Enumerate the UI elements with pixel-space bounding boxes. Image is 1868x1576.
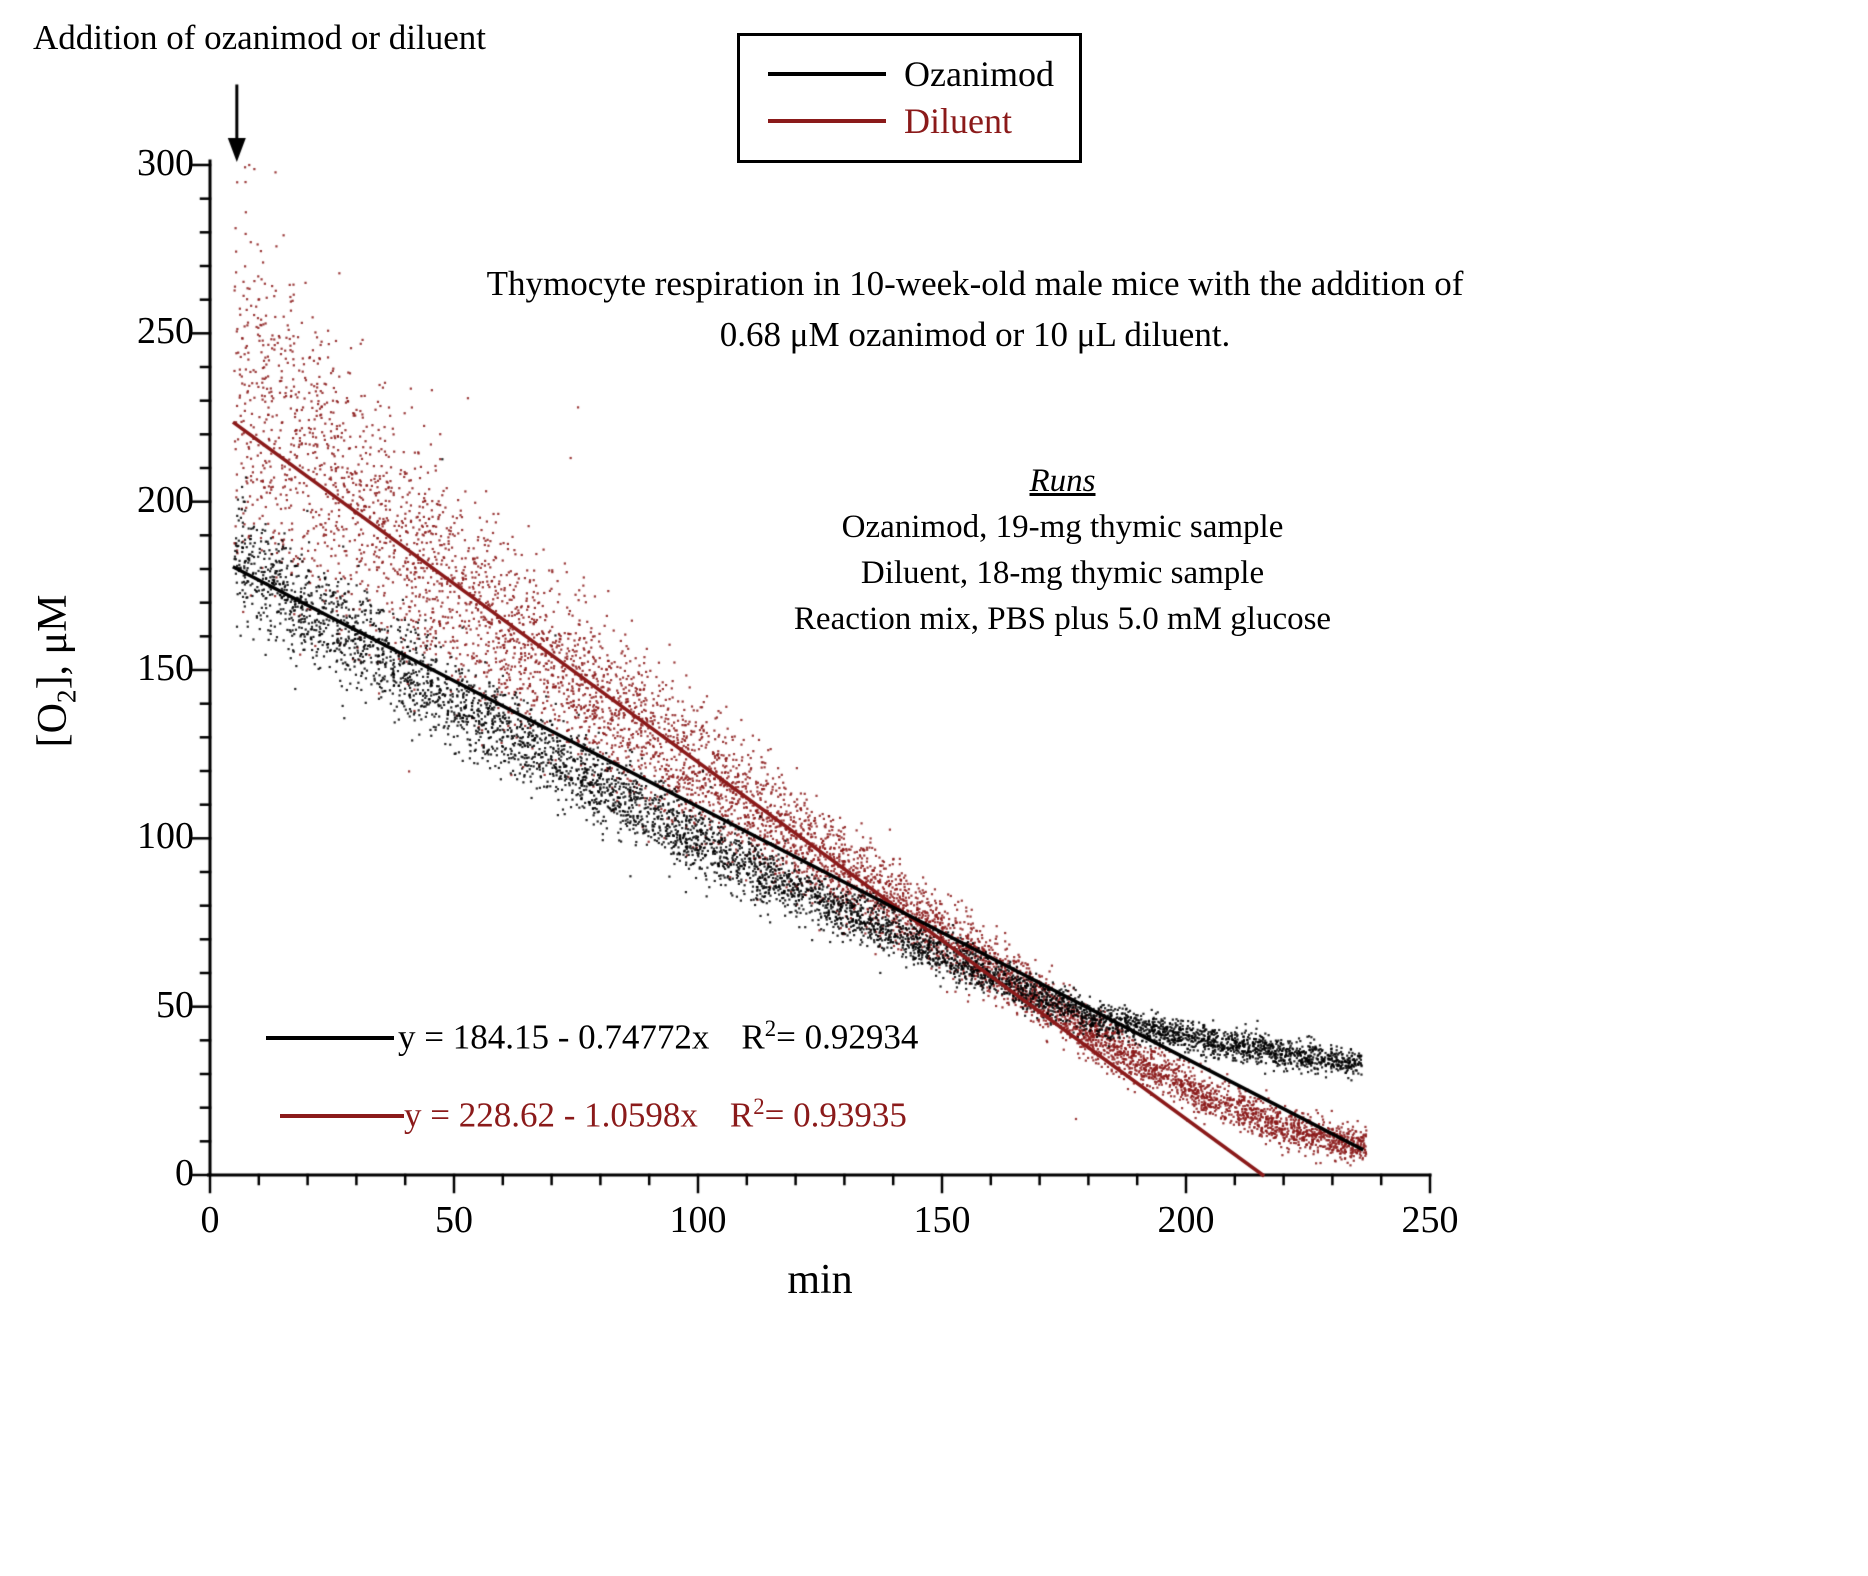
legend-item-ozanimod: Ozanimod (768, 50, 1079, 97)
y-tick-label: 200 (137, 478, 194, 521)
y-tick-label: 0 (175, 1152, 194, 1194)
r-squared-exponent: 2 (753, 1094, 765, 1119)
fit-formula-diluent: y = 228.62 - 1.0598x (404, 1095, 698, 1135)
x-tick-label: 150 (913, 1199, 971, 1241)
legend-label-ozanimod: Ozanimod (904, 53, 1054, 94)
fit-formula-ozanimod: y = 184.15 - 0.74772x (398, 1017, 710, 1057)
y-tick-label: 50 (156, 983, 194, 1026)
x-tick-label: 0 (200, 1199, 220, 1241)
legend: Ozanimod Diluent (737, 33, 1082, 163)
y-tick-label: 250 (137, 310, 194, 353)
diluent-fit-line-swatch (280, 1114, 404, 1118)
runs-heading: Runs (1029, 463, 1096, 499)
y-tick-label: 100 (137, 815, 194, 858)
runs-line-ozanimod: Ozanimod, 19-mg thymic sample (841, 509, 1284, 545)
runs-block: Runs Ozanimod, 19-mg thymic sample Dilue… (690, 458, 1435, 642)
x-tick-label: 100 (669, 1199, 727, 1241)
y-tick-label: 300 (137, 142, 194, 184)
legend-label-diluent: Diluent (904, 100, 1012, 141)
x-tick-label: 250 (1401, 1199, 1459, 1241)
y-axis-label-subscript: 2 (51, 689, 82, 704)
ozanimod-fit-line-swatch (266, 1036, 394, 1040)
arrow-annotation-text: Addition of ozanimod or diluent (33, 18, 486, 57)
x-tick-label: 50 (435, 1199, 473, 1241)
r-squared-value-ozanimod: = 0.92934 (776, 1017, 919, 1057)
r-squared-value-diluent: = 0.93935 (764, 1095, 907, 1135)
r-squared-exponent: 2 (764, 1016, 777, 1041)
fit-equation-diluent: y = 228.62 - 1.0598x R2= 0.93935 (404, 1094, 907, 1136)
chart-title-line2: 0.68 μM ozanimod or 10 μL diluent. (719, 315, 1231, 354)
ozanimod-line-swatch (768, 71, 886, 76)
y-tick-label: 150 (137, 647, 194, 689)
runs-line-diluent: Diluent, 18-mg thymic sample (860, 555, 1265, 591)
r-squared-base: R (741, 1017, 765, 1057)
chart-title-line1: Thymocyte respiration in 10-week-old mal… (486, 264, 1464, 303)
x-axis-label: min (787, 1257, 853, 1303)
y-axis-label-pre: [O (30, 703, 76, 748)
runs-line-reaction-mix: Reaction mix, PBS plus 5.0 mM glucose (793, 601, 1332, 637)
diluent-line-swatch (768, 118, 886, 123)
x-tick-label: 200 (1157, 1199, 1215, 1241)
chart-title: Thymocyte respiration in 10-week-old mal… (370, 258, 1580, 360)
r-squared-base: R (729, 1095, 754, 1135)
legend-item-diluent: Diluent (768, 97, 1079, 144)
fit-equation-ozanimod: y = 184.15 - 0.74772x R2= 0.92934 (398, 1016, 918, 1058)
